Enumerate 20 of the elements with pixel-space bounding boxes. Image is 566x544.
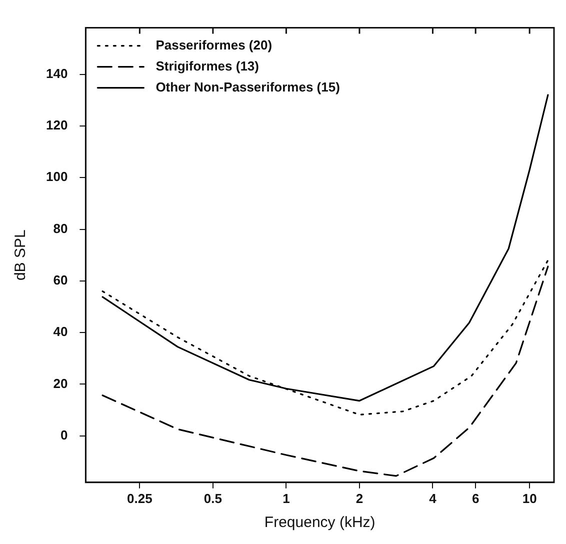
legend-label: Strigiformes (13) (156, 58, 259, 74)
y-tick-label: 100 (46, 169, 68, 184)
y-tick-label: 80 (53, 220, 68, 236)
x-axis-title: Frequency (kHz) (264, 514, 376, 532)
x-tick-label: 2 (356, 490, 364, 506)
x-tick-label: 1 (282, 490, 290, 506)
x-tick-label: 0.5 (204, 490, 222, 506)
y-tick-label: 40 (53, 324, 68, 340)
x-tick-label: 4 (429, 490, 438, 506)
y-tick-label: 120 (46, 118, 68, 133)
legend-label: Passeriformes (20) (156, 37, 272, 52)
x-tick-label: 0.25 (127, 490, 152, 506)
y-tick-label: 140 (46, 66, 68, 81)
x-tick-label: 10 (522, 490, 537, 506)
y-tick-label: 0 (60, 427, 68, 442)
x-tick-label: 6 (472, 490, 480, 506)
legend-label: Other Non-Passeriformes (15) (156, 79, 340, 94)
y-tick-label: 60 (53, 272, 68, 288)
y-axis-title: dB SPL (12, 230, 30, 281)
y-tick-label: 20 (53, 376, 68, 391)
